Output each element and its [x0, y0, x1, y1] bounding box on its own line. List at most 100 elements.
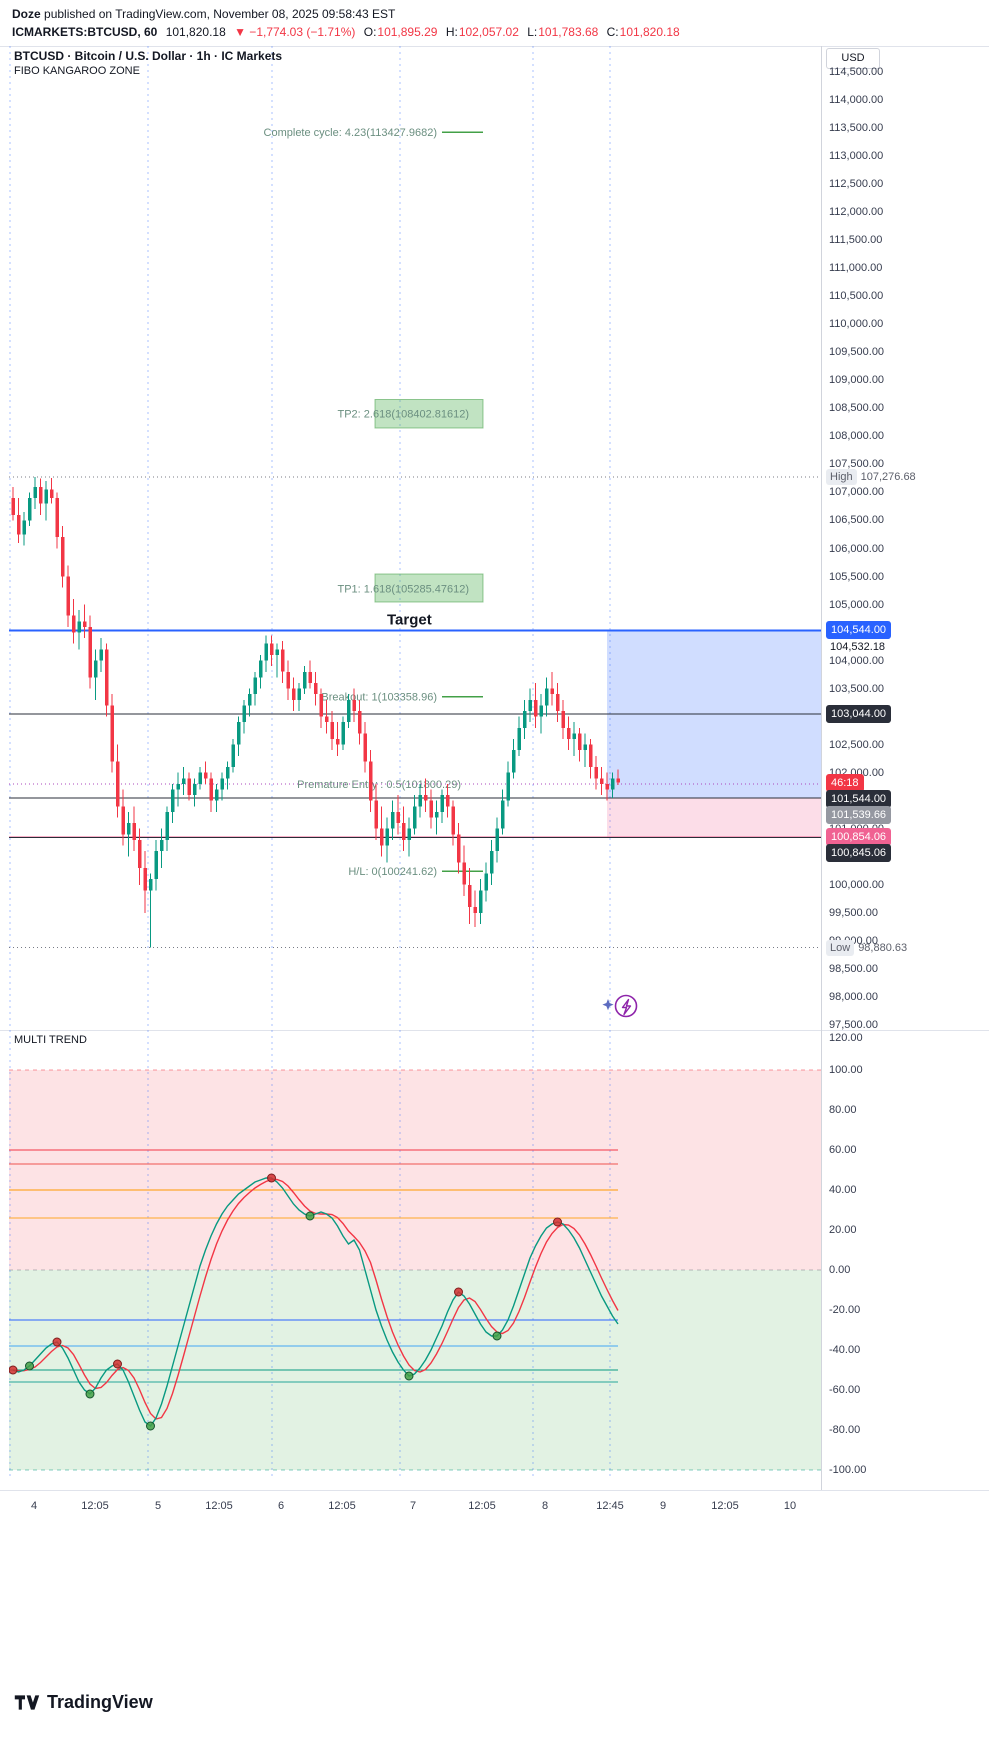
- legend-symbol[interactable]: BTCUSD · Bitcoin / U.S. Dollar · 1h · IC…: [14, 49, 283, 63]
- time-label: 8: [541, 1500, 549, 1512]
- price-tick: 112,500.00: [829, 178, 884, 191]
- candles: [11, 476, 620, 948]
- lightning-icon: [601, 990, 641, 1022]
- open-value: 101,895.29: [377, 25, 438, 39]
- symbol-interval: ICMARKETS:BTCUSD, 60: [12, 25, 158, 39]
- open-label: O:: [363, 25, 377, 39]
- published-text: published on TradingView.com, November 0…: [44, 7, 396, 21]
- svg-text:TP1: 1.618(105285.47612): TP1: 1.618(105285.47612): [338, 583, 470, 595]
- price-tick: 113,500.00: [829, 122, 884, 135]
- oscillator-tick: -20.00: [829, 1304, 861, 1316]
- session-lines: [9, 1030, 611, 1478]
- price-tick: 111,500.00: [829, 234, 883, 247]
- price-tick: 102,500.00: [829, 738, 885, 751]
- price-tick: 110,500.00: [829, 290, 884, 303]
- level-lines: Target: [9, 476, 821, 948]
- time-label: 9: [659, 1500, 667, 1512]
- oscillator-tick: 0.00: [829, 1264, 851, 1276]
- ticker-line: ICMARKETS:BTCUSD, 60 101,820.18 ▼ −1,774…: [12, 25, 685, 39]
- close-value: 101,820.18: [619, 25, 680, 39]
- tradingview-wordmark: TradingView: [47, 1692, 153, 1712]
- high-value: 102,057.02: [458, 25, 519, 39]
- time-label: 12:05: [81, 1500, 109, 1512]
- oscillator-bands: [9, 1069, 821, 1471]
- oscillator-tick: 120.00: [829, 1032, 863, 1044]
- price-tick: 107,500.00: [829, 458, 885, 471]
- price-change: ▼ −1,774.03 (−1.71%): [234, 25, 356, 39]
- range-label: High 107,276.68: [826, 468, 916, 485]
- svg-text:Breakout: 1(103358.96): Breakout: 1(103358.96): [321, 692, 437, 704]
- price-label-badge: 100,845.06: [826, 843, 892, 862]
- svg-text:TP2: 2.618(108402.81612): TP2: 2.618(108402.81612): [338, 409, 470, 421]
- svg-text:Complete cycle: 4.23(113427.96: Complete cycle: 4.23(113427.9682): [264, 127, 437, 139]
- time-label: 12:05: [205, 1500, 233, 1512]
- price-label-badge: 101,539.66: [826, 805, 892, 824]
- low-value: 101,783.68: [538, 25, 599, 39]
- candlestick-canvas[interactable]: Complete cycle: 4.23(113427.9682) TP2: 2.…: [9, 46, 821, 1030]
- price-tick: 98,500.00: [829, 962, 878, 975]
- price-tick: 113,000.00: [829, 150, 884, 163]
- last-price: 101,820.18: [165, 25, 226, 39]
- signal-markers: [9, 1173, 562, 1431]
- time-label: 5: [154, 1500, 162, 1512]
- oscillator-tick: 20.00: [829, 1224, 857, 1236]
- oscillator-tick: 40.00: [829, 1184, 857, 1196]
- legend-indicator-fibo[interactable]: FIBO KANGAROO ZONE: [14, 65, 140, 77]
- oscillator-tick: 60.00: [829, 1144, 857, 1156]
- legend-indicator-multitrend: MULTI TREND: [14, 1034, 87, 1046]
- time-label: 12:05: [328, 1500, 356, 1512]
- high-label: H:: [445, 25, 458, 39]
- price-tick: 108,500.00: [829, 402, 885, 415]
- zones: [607, 630, 821, 837]
- price-tick: 105,500.00: [829, 570, 885, 583]
- time-label: 10: [783, 1500, 797, 1512]
- price-tick: 99,500.00: [829, 906, 878, 919]
- tradingview-logo-icon: [14, 1695, 40, 1710]
- price-label-plain: 104,532.18: [830, 641, 886, 654]
- time-axis[interactable]: 4 12:05 5 12:05 6 12:05 7 12:05 8 12:45 9 12:05 10: [9, 1492, 821, 1522]
- price-tick: 100,000.00: [829, 878, 885, 891]
- range-label: Low 98,880.63: [826, 939, 907, 956]
- price-tick: 98,000.00: [829, 990, 878, 1003]
- svg-text:Premature Entry : 0.5(101800.2: Premature Entry : 0.5(101800.29): [297, 779, 461, 791]
- published-line: Doze published on TradingView.com, Novem…: [12, 7, 395, 21]
- price-tick: 97,500.00: [829, 1018, 878, 1031]
- fib-annotations: Complete cycle: 4.23(113427.9682) TP2: 2.…: [264, 127, 484, 878]
- price-tick: 109,500.00: [829, 346, 885, 359]
- price-tick: 106,000.00: [829, 542, 885, 555]
- time-label: 6: [277, 1500, 285, 1512]
- author-name: Doze: [12, 7, 41, 21]
- currency-button[interactable]: USD: [826, 48, 880, 69]
- main-price-pane[interactable]: Complete cycle: 4.23(113427.9682) TP2: 2.…: [9, 46, 821, 1030]
- oscillator-tick: -80.00: [829, 1424, 861, 1436]
- price-tick: 107,000.00: [829, 486, 885, 499]
- price-label-badge: 103,044.00: [826, 705, 892, 724]
- price-tick: 114,000.00: [829, 94, 884, 106]
- oscillator-tick: -100.00: [829, 1464, 867, 1476]
- time-label: 7: [409, 1500, 417, 1512]
- price-tick: 106,500.00: [829, 514, 885, 527]
- price-axis[interactable]: USD 114,500.00 114,000.00 113,500.00 113,00…: [821, 46, 989, 1490]
- price-tick: 111,000.00: [829, 262, 883, 275]
- price-tick: 110,000.00: [829, 318, 884, 331]
- price-tick: 112,000.00: [829, 206, 884, 219]
- session-lines: [9, 46, 611, 1030]
- price-label-badge: 101,544.00: [826, 789, 892, 808]
- multitrend-pane[interactable]: MULTI TREND: [9, 1030, 821, 1478]
- oscillator-tick: -60.00: [829, 1384, 861, 1396]
- oscillator-tick: 80.00: [829, 1104, 857, 1116]
- price-label-badge: 46:18: [826, 773, 864, 792]
- price-tick: 114,500.00: [829, 66, 884, 78]
- price-tick: 109,000.00: [829, 374, 885, 387]
- price-label-badge: 100,854.06: [826, 827, 892, 846]
- price-tick: 103,500.00: [829, 682, 885, 695]
- svg-text:Target: Target: [387, 612, 432, 629]
- chart-widget: Complete cycle: 4.23(113427.9682) TP2: 2.…: [0, 46, 989, 1526]
- oscillator-canvas[interactable]: [9, 1030, 821, 1478]
- time-label: 12:05: [468, 1500, 496, 1512]
- price-tick: 104,000.00: [829, 654, 885, 667]
- price-tick: 108,000.00: [829, 430, 885, 443]
- price-tick: 105,000.00: [829, 598, 885, 611]
- oscillator-tick: -40.00: [829, 1344, 861, 1356]
- low-label: L:: [527, 25, 538, 39]
